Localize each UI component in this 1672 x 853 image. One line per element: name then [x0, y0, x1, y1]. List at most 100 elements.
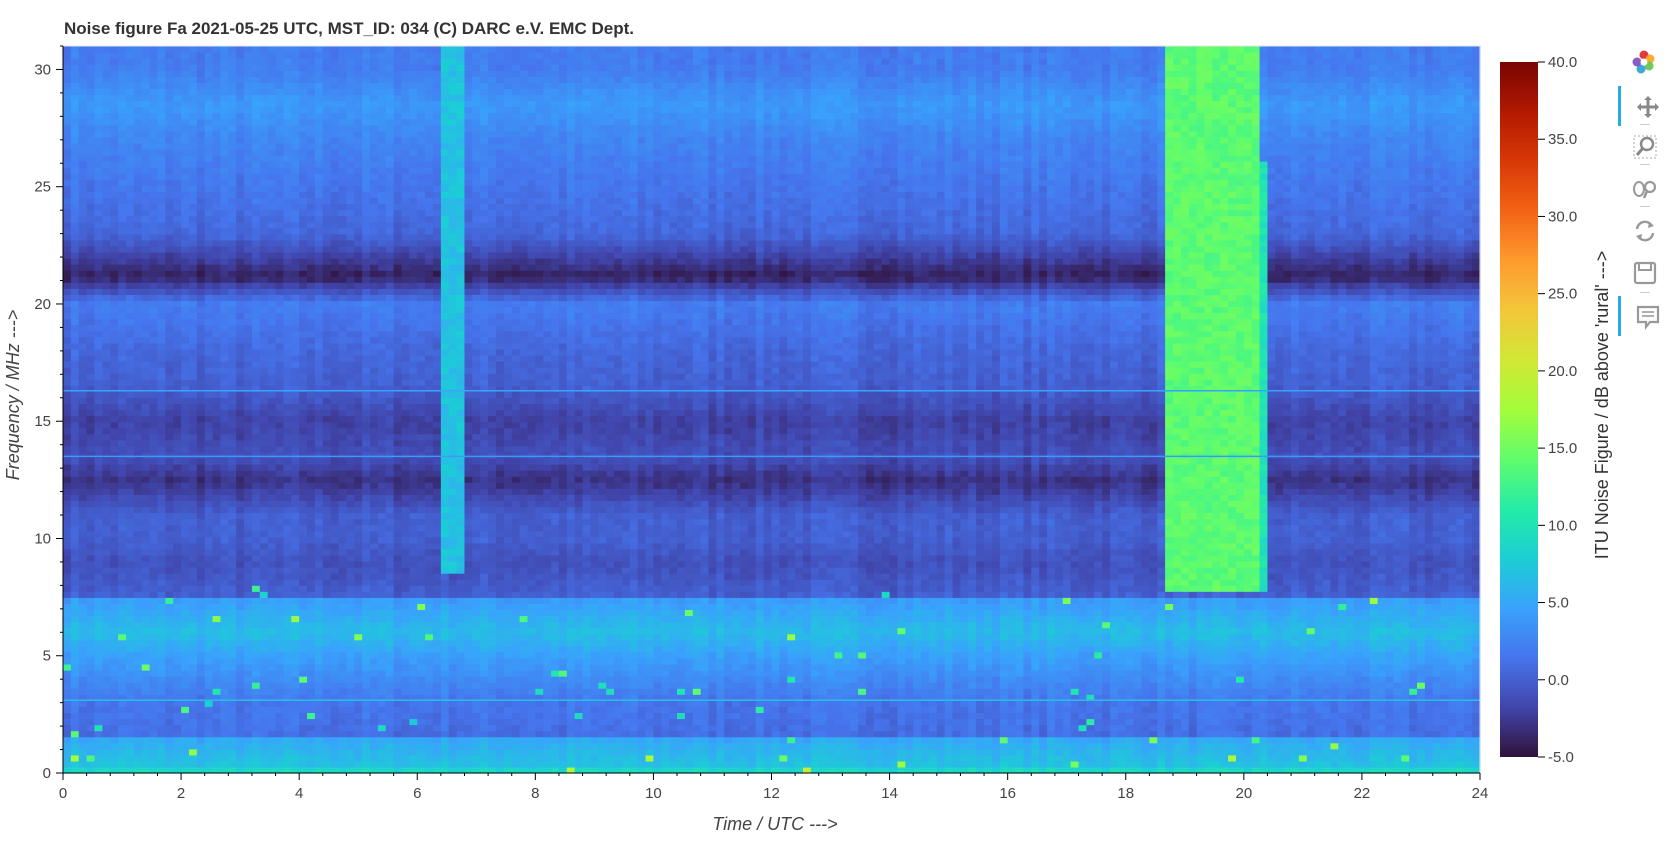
- heatmap-cell: [220, 209, 229, 217]
- heatmap-cell: [236, 500, 245, 508]
- heatmap-cell: [251, 155, 261, 162]
- heatmap-cell: [149, 118, 159, 126]
- heatmap-cell: [102, 421, 111, 429]
- heatmap-cell: [314, 439, 324, 447]
- heatmap-cell: [307, 409, 316, 417]
- heatmap-cell: [228, 82, 237, 90]
- heatmap-cell: [149, 694, 159, 701]
- heatmap-cell: [110, 718, 119, 726]
- heatmap-cell: [362, 397, 371, 405]
- heatmap-cell: [78, 603, 88, 611]
- heatmap-cell: [236, 439, 245, 447]
- heatmap-cell: [196, 482, 206, 489]
- heatmap-cell: [63, 354, 72, 362]
- heatmap-cell: [283, 621, 292, 629]
- heatmap-cell: [157, 560, 166, 568]
- heatmap-cell: [220, 645, 229, 653]
- heatmap-cell: [362, 324, 371, 332]
- heatmap-cell: [346, 476, 355, 483]
- heatmap-cell: [267, 276, 277, 283]
- heatmap-cell: [196, 361, 206, 368]
- heatmap-cell: [354, 342, 363, 350]
- heatmap-cell: [307, 663, 316, 671]
- heatmap-cell: [244, 663, 253, 671]
- heatmap-cell: [133, 245, 143, 253]
- heatmap-cell: [236, 294, 245, 302]
- heatmap-cell: [275, 627, 285, 635]
- heatmap-cell: [220, 318, 229, 326]
- heatmap-cell: [385, 391, 395, 398]
- heatmap-cell: [244, 203, 253, 211]
- heatmap-cell: [110, 227, 119, 235]
- heatmap-cell: [346, 712, 355, 720]
- heatmap-cell: [63, 294, 72, 302]
- heatmap-cell: [314, 415, 324, 423]
- heatmap-cell: [133, 58, 143, 65]
- heatmap-cell: [330, 433, 340, 441]
- heatmap-cell: [181, 645, 190, 653]
- heatmap-cell: [314, 391, 324, 398]
- heatmap-cell: [157, 451, 166, 459]
- heatmap-cell: [94, 724, 103, 732]
- heatmap-cell: [196, 421, 206, 429]
- heatmap-cell: [212, 451, 222, 459]
- heatmap-cell: [228, 288, 237, 295]
- heatmap-cell: [125, 215, 135, 223]
- heatmap-cell: [307, 651, 316, 659]
- heatmap-cell: [299, 748, 308, 756]
- heatmap-cell: [244, 342, 253, 350]
- heatmap-cell: [181, 409, 190, 417]
- heatmap-cell: [283, 548, 292, 556]
- heatmap-cell: [267, 451, 277, 459]
- heatmap-cell: [354, 421, 363, 429]
- heatmap-cell: [141, 391, 151, 398]
- heatmap-cell: [362, 700, 371, 707]
- heatmap-cell: [188, 58, 198, 65]
- heatmap-cell: [220, 530, 229, 538]
- heatmap-cell: [94, 427, 103, 435]
- heatmap-cell: [165, 639, 174, 647]
- heatmap-cell: [94, 579, 103, 586]
- heatmap-cell: [125, 688, 135, 695]
- heatmap-cell: [204, 94, 214, 102]
- heatmap-cell: [307, 645, 316, 653]
- heatmap-cell: [251, 621, 261, 629]
- heatmap-cell: [125, 258, 135, 265]
- heatmap-cell: [70, 173, 80, 180]
- heatmap-cell: [291, 197, 300, 205]
- heatmap-cell: [228, 506, 237, 514]
- heatmap-cell: [377, 506, 387, 514]
- heatmap-cell: [314, 203, 324, 211]
- heatmap-cell: [149, 209, 159, 217]
- heatmap-cell: [133, 221, 143, 229]
- heatmap-cell: [307, 415, 316, 423]
- heatmap-cell: [141, 282, 151, 289]
- heatmap-cell: [173, 221, 182, 229]
- heatmap-cell: [299, 155, 308, 162]
- heatmap-cell: [110, 567, 119, 574]
- heatmap-cell: [188, 161, 198, 168]
- heatmap-cell: [141, 536, 151, 544]
- heatmap-cell: [251, 161, 261, 168]
- heatmap-cell: [377, 524, 387, 532]
- heatmap-cell: [228, 215, 237, 223]
- heatmap-cell: [267, 251, 277, 259]
- heatmap-cell: [133, 264, 143, 271]
- heatmap-cell: [125, 615, 135, 623]
- heatmap-cell: [173, 136, 182, 144]
- heatmap-cell: [102, 579, 111, 586]
- heatmap-cell: [236, 215, 245, 223]
- heatmap-cell: [244, 215, 253, 223]
- heatmap-plot-area[interactable]: [63, 46, 1481, 774]
- heatmap-cell: [267, 760, 277, 768]
- heatmap-cell: [102, 754, 111, 762]
- heatmap-cell: [149, 445, 159, 453]
- heatmap-cell: [118, 112, 127, 120]
- heatmap-cell: [149, 245, 159, 253]
- heatmap-cell: [291, 161, 300, 168]
- heatmap-cell: [133, 676, 143, 683]
- heatmap-cell: [362, 603, 371, 611]
- heatmap-cell: [133, 470, 143, 477]
- heatmap-cell: [362, 748, 371, 756]
- heatmap-cell: [188, 264, 198, 271]
